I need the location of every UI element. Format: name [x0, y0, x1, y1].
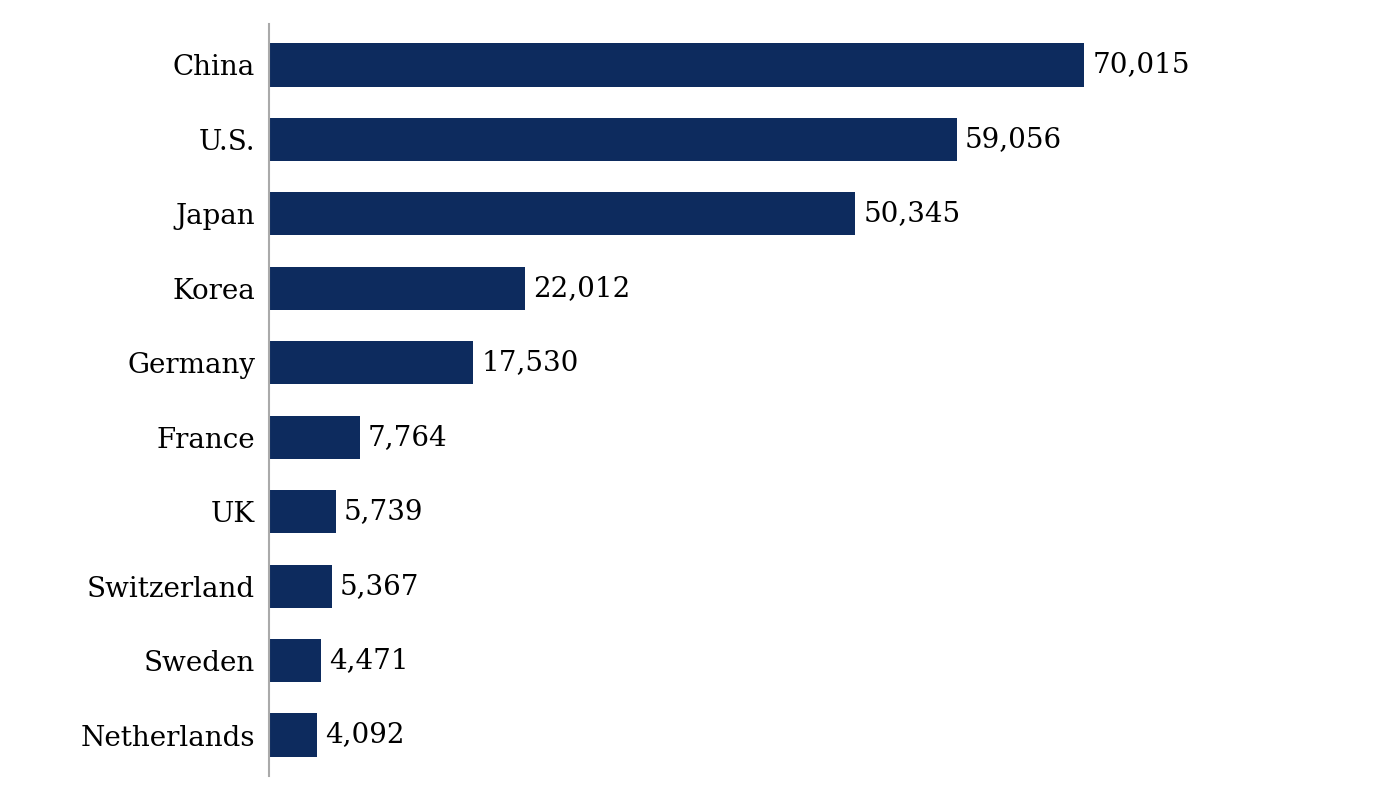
Text: 7,764: 7,764	[367, 424, 447, 450]
Bar	[269, 639, 322, 682]
Text: 50,345: 50,345	[864, 200, 960, 227]
Text: 22,012: 22,012	[534, 275, 631, 302]
Text: 70,015: 70,015	[1093, 51, 1190, 78]
Bar	[269, 416, 360, 459]
Text: 5,739: 5,739	[344, 498, 424, 525]
Bar	[269, 341, 473, 384]
Text: 59,056: 59,056	[965, 126, 1063, 153]
Bar	[269, 192, 856, 235]
Text: 4,471: 4,471	[330, 647, 408, 674]
Bar	[269, 565, 331, 608]
Bar	[269, 118, 956, 161]
Bar	[269, 266, 526, 310]
Text: 4,092: 4,092	[324, 722, 404, 749]
Bar	[269, 490, 335, 534]
Text: 17,530: 17,530	[482, 350, 578, 376]
Bar	[269, 714, 317, 757]
Bar	[269, 43, 1085, 86]
Text: 5,367: 5,367	[339, 573, 420, 600]
